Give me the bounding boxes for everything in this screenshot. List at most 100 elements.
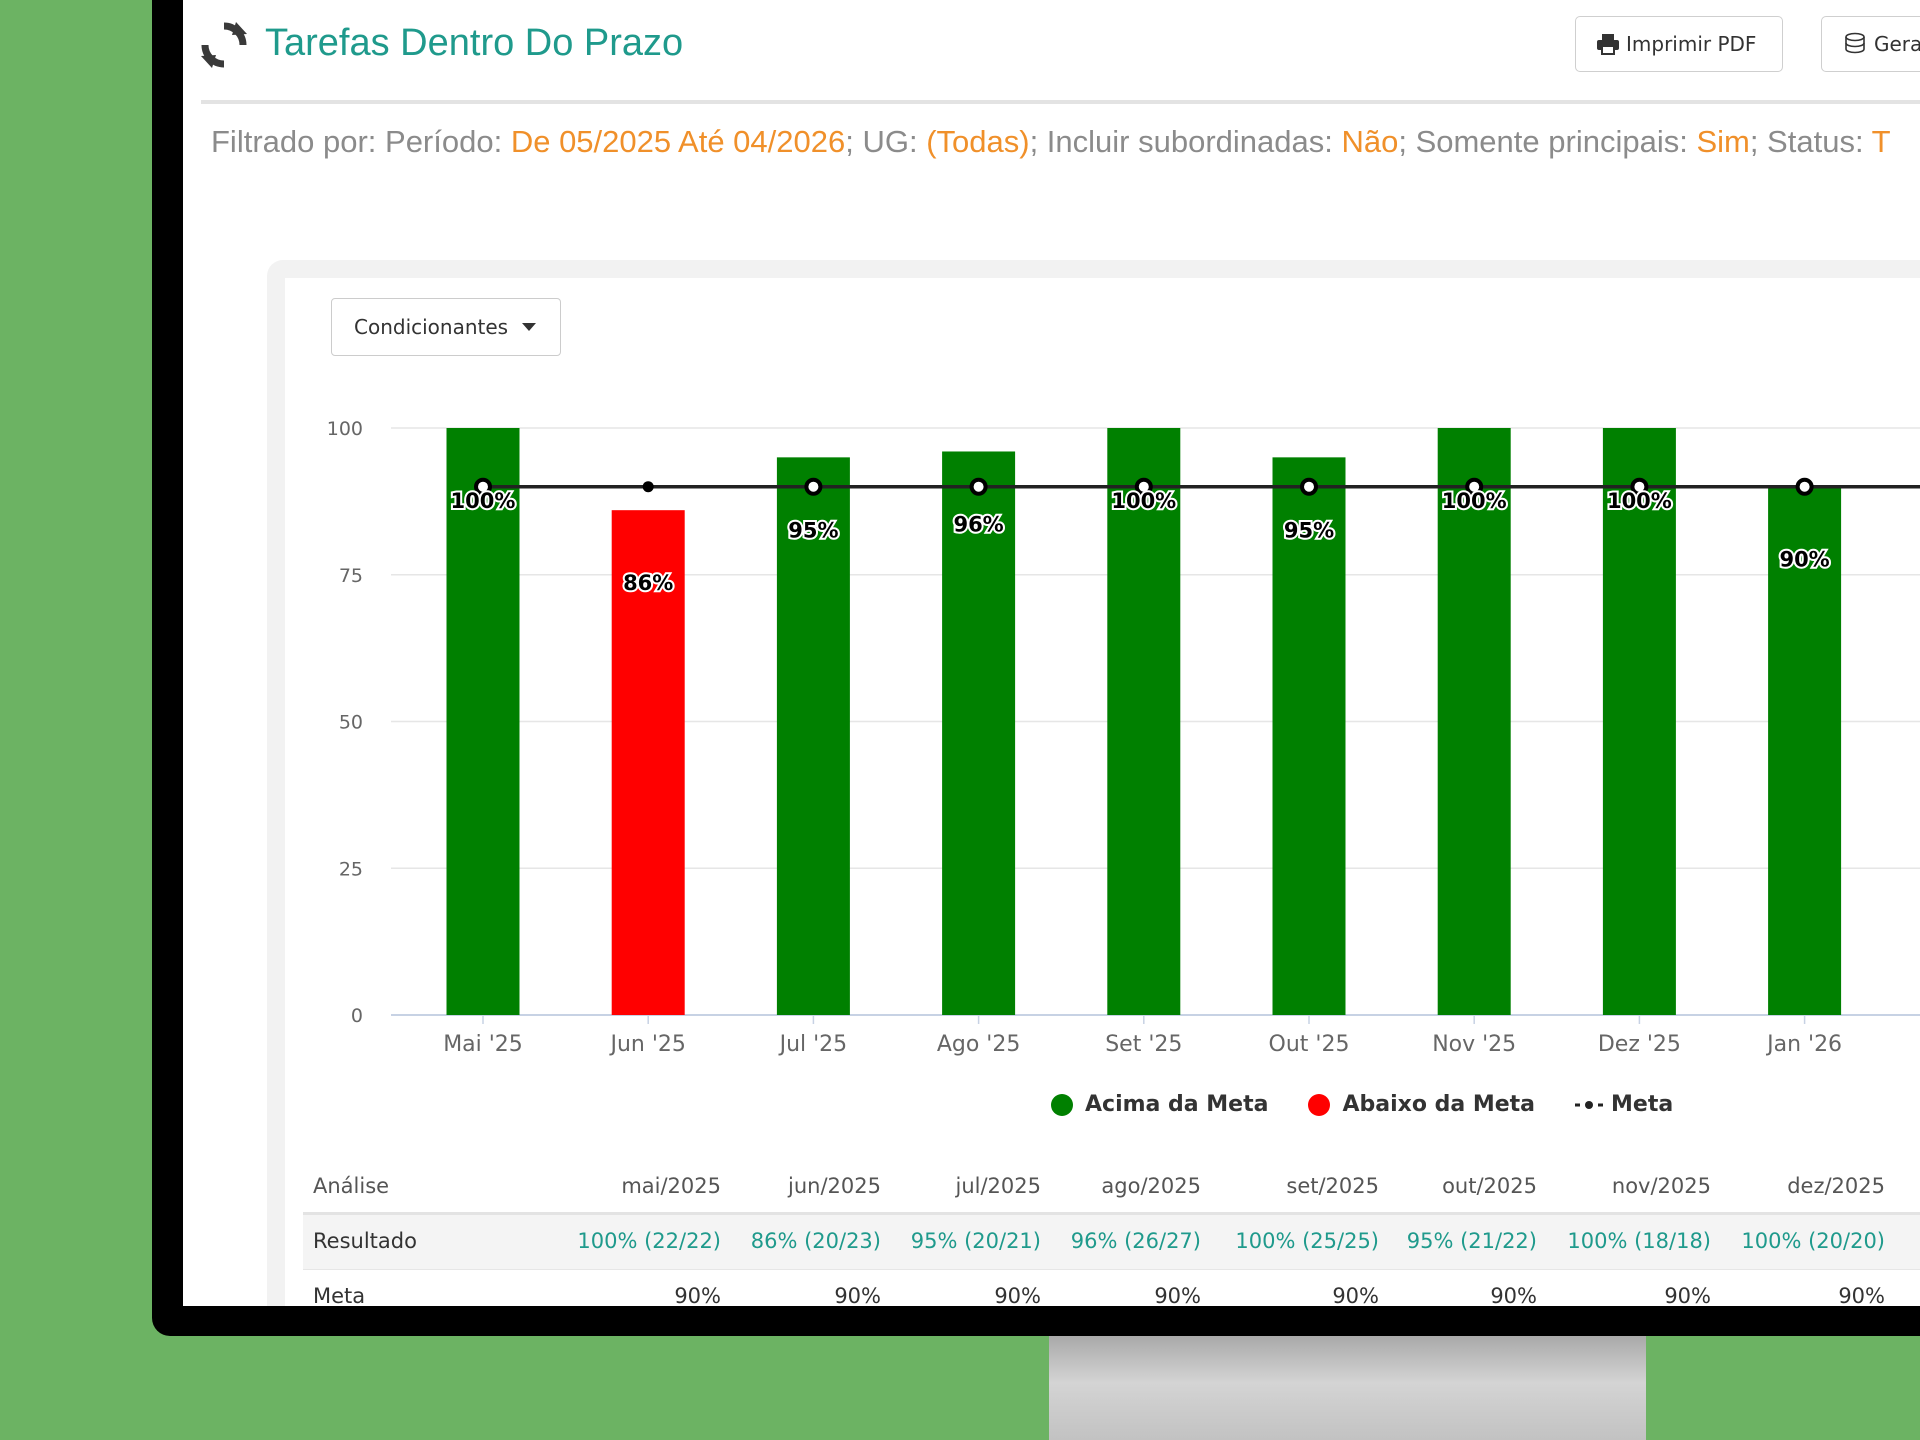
filter-main-label: ; Somente principais: (1398, 124, 1697, 159)
meta-point (1300, 477, 1318, 496)
database-icon (1845, 32, 1865, 54)
bar-5[interactable] (1272, 457, 1346, 1016)
x-tick-label: Out '25 (1269, 1032, 1350, 1057)
filter-status-label: ; Status: (1749, 124, 1872, 159)
bar-6[interactable] (1437, 428, 1511, 1015)
table-result-cell: 100% (25/25) (1235, 1229, 1379, 1253)
data-label: 100% (1111, 489, 1176, 513)
screen: Tarefas Dentro Do Prazo Imprimir PDF Ger… (183, 0, 1920, 1306)
table-month-header: jun/2025 (788, 1174, 881, 1198)
filter-sub-value: Não (1341, 124, 1399, 159)
table-result-label: Resultado (313, 1229, 417, 1253)
legend-label-abaixo: Abaixo da Meta (1342, 1092, 1536, 1117)
filter-ug-value: (Todas) (926, 124, 1030, 159)
data-label: 100% (1442, 489, 1507, 513)
bar-0[interactable] (446, 428, 520, 1015)
filter-status-value: T (1871, 124, 1891, 159)
x-tick-label: Set '25 (1105, 1032, 1182, 1057)
table-result-cell: 86% (20/23) (750, 1229, 881, 1253)
caret-down-icon (522, 323, 537, 331)
legend-item-abaixo[interactable]: Abaixo da Meta (1308, 1092, 1535, 1117)
table-row-resultado: Resultado 100% (22/22) 86% (20/23) 95% (20… (303, 1215, 1920, 1270)
x-tick-label: Jun '25 (608, 1032, 685, 1057)
meta-point (1795, 477, 1814, 496)
refresh-icon[interactable] (199, 20, 249, 70)
filter-sub-label: ; Incluir subordinadas: (1029, 124, 1342, 159)
x-tick-label: Ago '25 (937, 1032, 1021, 1057)
bar-8[interactable] (1768, 486, 1842, 1015)
table-meta-cell: 90% (674, 1284, 721, 1306)
table-month-header: out/2025 (1442, 1174, 1537, 1198)
table-header-label: Análise (313, 1174, 390, 1198)
print-pdf-button[interactable]: Imprimir PDF (1575, 16, 1783, 72)
legend-item-meta[interactable]: Meta (1575, 1092, 1673, 1117)
data-label: 100% (451, 489, 516, 513)
table-result-cell: 100% (20/20) (1741, 1229, 1885, 1253)
filter-period-value: De 05/2025 Até 04/2026 (510, 124, 846, 159)
data-label: 95% (788, 518, 838, 542)
table-month-header: set/2025 (1286, 1174, 1379, 1198)
condicionantes-label: Condicionantes (354, 315, 509, 339)
table-meta-cell: 90% (834, 1284, 881, 1306)
filter-prefix: Filtrado por: Período: (211, 124, 511, 159)
x-tick-label: Jul '25 (778, 1032, 848, 1057)
bar-2[interactable] (776, 457, 850, 1016)
meta-point (1630, 477, 1649, 496)
header-divider (201, 100, 1920, 104)
bar-7[interactable] (1602, 428, 1676, 1015)
generate-label: Gera (1874, 32, 1920, 56)
table-meta-cell: 90% (1332, 1284, 1379, 1306)
page-title: Tarefas Dentro Do Prazo (265, 22, 684, 64)
y-tick-label: 0 (351, 1005, 363, 1027)
table-meta-cell: 90% (994, 1284, 1041, 1306)
x-tick-label: Mai '25 (443, 1032, 523, 1057)
table-header-row: Análise mai/2025 jun/2025 jul/2025 ago/2025… (303, 1160, 1920, 1215)
table-result-cell: 100% (18/18) (1567, 1229, 1711, 1253)
meta-point (474, 477, 492, 496)
data-label: 90% (1779, 548, 1829, 572)
chart-legend: Acima da Meta Abaixo da Meta Meta (1051, 1092, 1713, 1117)
table-meta-label: Meta (313, 1284, 366, 1306)
meta-point (969, 477, 988, 496)
meta-point (1465, 477, 1484, 496)
y-tick-label: 100 (327, 418, 363, 440)
x-tick-label: Nov '25 (1432, 1032, 1516, 1057)
meta-point (1134, 477, 1153, 496)
legend-meta-line-icon (1575, 1100, 1604, 1109)
y-tick-label: 50 (339, 712, 363, 734)
x-tick-label: Jan '26 (1765, 1032, 1842, 1057)
data-label: 95% (1284, 518, 1334, 542)
generate-button[interactable]: Gera (1821, 16, 1920, 72)
table-result-cell: 96% (26/27) (1070, 1229, 1201, 1253)
bar-4[interactable] (1107, 428, 1181, 1015)
x-tick-label: Dez '25 (1598, 1032, 1681, 1057)
filter-ug-label: ; UG: (845, 124, 927, 159)
table-month-header: mai/2025 (621, 1174, 721, 1198)
legend-dot-green (1051, 1093, 1073, 1116)
table-month-header: nov/2025 (1611, 1174, 1711, 1198)
y-tick-label: 75 (339, 565, 363, 587)
data-label: 100% (1607, 489, 1672, 513)
table-meta-cell: 90% (1490, 1284, 1537, 1306)
data-label: 86% (623, 571, 673, 595)
monitor-stand (1049, 1336, 1646, 1440)
legend-item-acima[interactable]: Acima da Meta (1051, 1092, 1268, 1117)
filter-main-value: Sim (1696, 124, 1750, 159)
table-month-header: ago/2025 (1101, 1174, 1201, 1198)
table-meta-cell: 90% (1838, 1284, 1885, 1306)
legend-label-acima: Acima da Meta (1085, 1092, 1269, 1117)
bar-3[interactable] (942, 451, 1016, 1016)
table-meta-cell: 90% (1154, 1284, 1201, 1306)
condicionantes-dropdown[interactable]: Condicionantes (331, 298, 561, 356)
table-result-cell: 95% (20/21) (910, 1229, 1041, 1253)
table-meta-cell: 90% (1664, 1284, 1711, 1306)
table-row-meta: Meta 90%90%90%90%90%90%90%90%90% (303, 1270, 1920, 1306)
bar-chart: 0 25 50 75 100 Mai '25 Jun '25 Jul '25 Ago '25 Se… (327, 418, 1920, 1057)
data-label: 96% (953, 512, 1003, 536)
analysis-table: Análise mai/2025 jun/2025 jul/2025 ago/2025… (303, 1160, 1920, 1306)
legend-label-meta: Meta (1611, 1092, 1674, 1117)
bar-1[interactable] (611, 510, 685, 1015)
table-result-cell: 95% (21/22) (1406, 1229, 1537, 1253)
y-tick-label: 25 (339, 858, 363, 880)
filter-summary: Filtrado por: Período: De 05/2025 Até 04… (211, 124, 1891, 160)
